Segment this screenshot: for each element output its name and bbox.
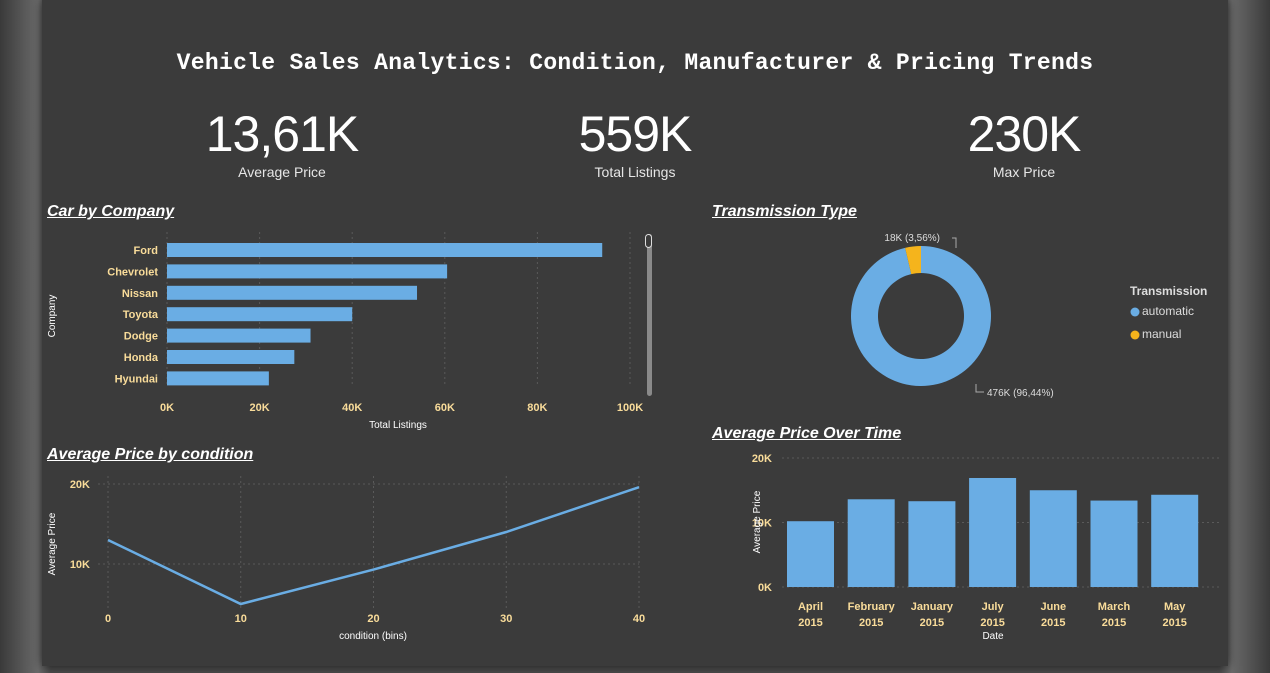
kpi-total-listings: 559K Total Listings — [485, 106, 785, 180]
x-tick-label: 80K — [527, 402, 547, 414]
legend-title: Transmission — [1130, 284, 1207, 298]
legend-marker-automatic — [1130, 307, 1140, 317]
y-tick-label: 0K — [758, 582, 772, 594]
kpi-label: Average Price — [238, 164, 326, 180]
x-tick-label: 30 — [500, 613, 512, 625]
x-tick-label-year: 2015 — [798, 617, 822, 629]
x-tick-label-year: 2015 — [980, 617, 1004, 629]
kpi-value: 559K — [578, 106, 693, 162]
bar-nissan — [167, 285, 418, 300]
bar-june — [1029, 490, 1077, 587]
x-tick-label-month: May — [1164, 601, 1186, 613]
company-chart-scrollbar[interactable] — [647, 234, 652, 396]
bar-honda — [167, 350, 295, 364]
slice-manual — [905, 246, 921, 275]
bar-march — [1090, 500, 1138, 587]
dashboard-canvas: Vehicle Sales Analytics: Condition, Manu… — [42, 0, 1228, 666]
x-tick-label-month: January — [911, 601, 954, 613]
kpi-value: 230K — [967, 106, 1082, 162]
x-tick-label: 40K — [342, 402, 362, 414]
data-label-automatic: 476K (96,44%) — [987, 388, 1054, 399]
x-tick-label: 0K — [160, 402, 174, 414]
x-tick-label-month: April — [798, 601, 823, 613]
x-tick-label-year: 2015 — [920, 617, 944, 629]
transmission-donut-chart[interactable]: 476K (96,44%) 18K (3,56%) Transmission auto… — [702, 226, 1222, 416]
y-axis-label: Average Price — [752, 490, 763, 553]
x-tick-label: 0 — [105, 613, 111, 625]
legend-label-automatic: automatic — [1142, 304, 1194, 318]
y-tick-label: 20K — [752, 453, 772, 465]
x-tick-label-month: March — [1098, 601, 1131, 613]
x-axis-label: condition (bins) — [339, 631, 407, 642]
category-label: Toyota — [123, 309, 159, 321]
condition-chart-title: Average Price by condition — [47, 446, 254, 463]
legend-label-manual: manual — [1142, 327, 1181, 341]
x-tick-label: 10 — [235, 613, 247, 625]
bar-july — [969, 477, 1017, 587]
kpi-average-price: 13,61K Average Price — [132, 106, 432, 180]
x-tick-label-year: 2015 — [1102, 617, 1126, 629]
x-axis-label: Date — [982, 631, 1004, 642]
x-tick-label: 40 — [633, 613, 645, 625]
slice-automatic — [851, 246, 991, 386]
y-tick-label: 20K — [70, 479, 90, 491]
bar-may — [1151, 494, 1199, 587]
scrollbar-thumb[interactable] — [645, 234, 652, 248]
bar-ford — [167, 243, 603, 257]
kpi-value: 13,61K — [205, 106, 359, 162]
y-axis-label: Company — [47, 295, 58, 338]
company-bar-chart[interactable]: 0K 20K 40K 60K 80K 100K Ford Chevrolet Nissan Toy… — [42, 226, 662, 436]
kpi-label: Max Price — [992, 164, 1056, 180]
company-chart-title: Car by Company — [47, 203, 175, 220]
x-tick-label-year: 2015 — [859, 617, 883, 629]
x-tick-label-month: June — [1040, 601, 1066, 613]
bar-april — [787, 521, 834, 587]
category-label: Chevrolet — [107, 266, 158, 278]
kpi-max-price: 230K Max Price — [874, 106, 1174, 180]
transmission-chart-title: Transmission Type — [712, 203, 857, 220]
x-tick-label-month: July — [982, 601, 1005, 613]
kpi-label: Total Listings — [594, 164, 676, 180]
y-tick-label: 10K — [70, 559, 90, 571]
x-tick-label: 60K — [435, 402, 455, 414]
x-tick-label: 100K — [617, 402, 643, 414]
legend-marker-manual — [1130, 330, 1140, 340]
bar-february — [847, 499, 895, 587]
bar-january — [908, 501, 956, 587]
leader-line — [975, 384, 984, 393]
time-chart-title: Average Price Over Time — [712, 425, 902, 442]
leader-line — [952, 237, 957, 248]
category-label: Dodge — [124, 331, 158, 343]
data-label-manual: 18K (3,56%) — [884, 233, 940, 244]
condition-line-chart[interactable]: 0 10 20 30 40 10K 20K condition (bins) Average P… — [42, 466, 662, 656]
bar-toyota — [167, 307, 353, 322]
category-label: Nissan — [122, 288, 158, 300]
x-tick-label: 20 — [367, 613, 379, 625]
category-label: Ford — [134, 245, 158, 257]
category-label: Hyundai — [115, 373, 158, 385]
bar-dodge — [167, 328, 311, 343]
bar-chevrolet — [167, 264, 448, 279]
dashboard-title: Vehicle Sales Analytics: Condition, Manu… — [176, 50, 1094, 76]
time-bar-chart[interactable]: 0K 10K 20K April 2015 February 2015 January 2015… — [702, 446, 1222, 656]
x-axis-label: Total Listings — [369, 420, 427, 431]
x-tick-label-year: 2015 — [1041, 617, 1065, 629]
x-tick-label-month: February — [848, 601, 896, 613]
x-tick-label: 20K — [250, 402, 270, 414]
category-label: Honda — [124, 352, 159, 364]
y-axis-label: Average Price — [47, 512, 58, 575]
bar-hyundai — [167, 371, 269, 386]
x-tick-label-year: 2015 — [1162, 617, 1186, 629]
series-line — [107, 486, 640, 606]
y-tick-label: 10K — [752, 518, 772, 530]
